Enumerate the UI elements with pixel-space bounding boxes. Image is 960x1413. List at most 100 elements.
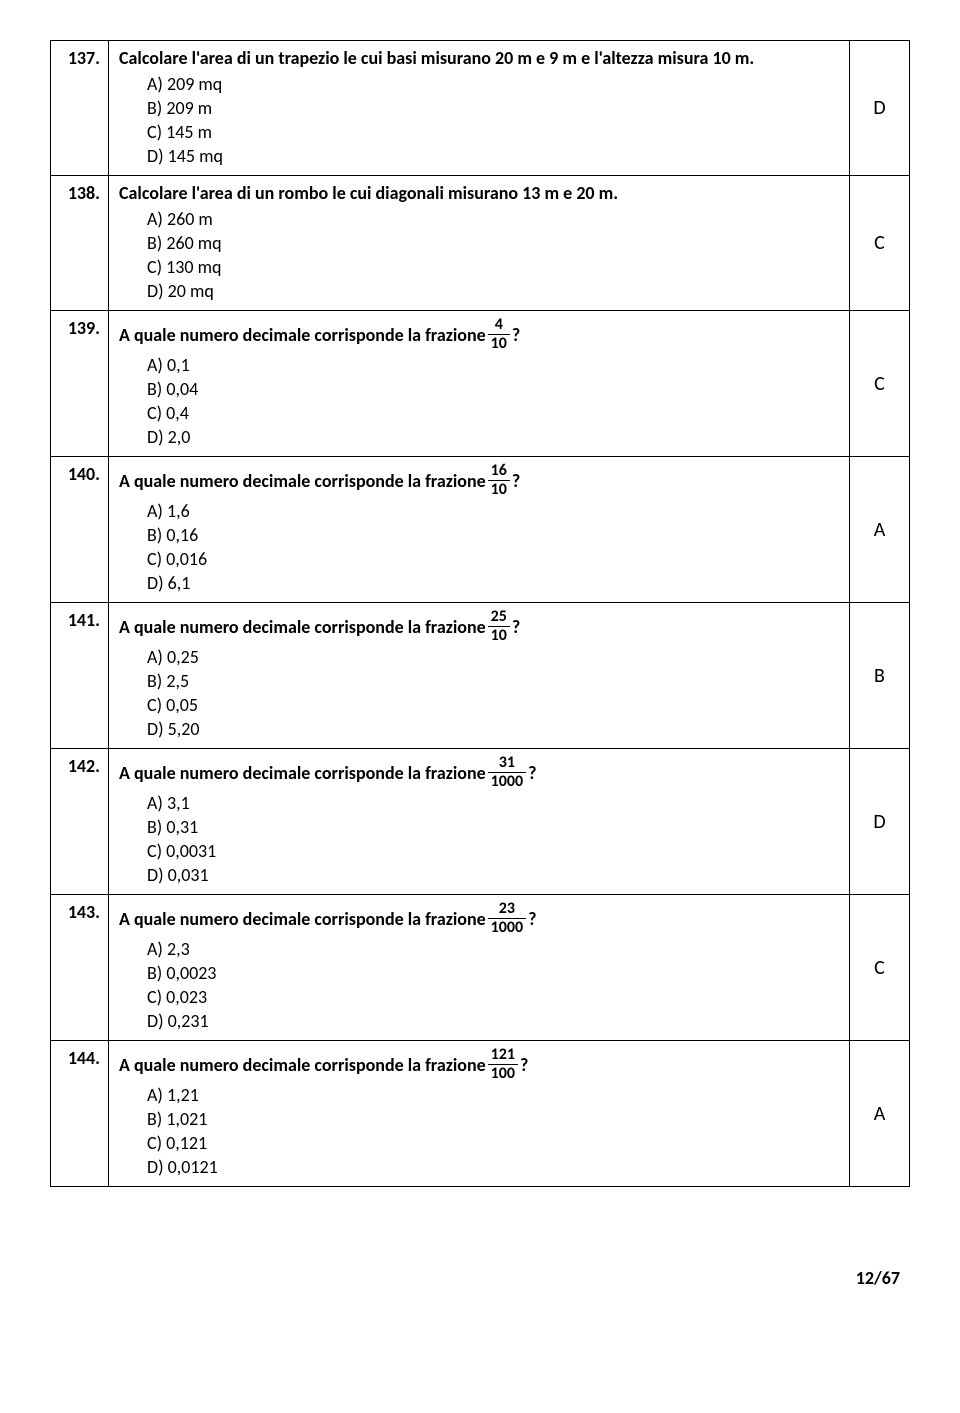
answer: C — [850, 895, 910, 1041]
options-list: A) 1,6B) 0,16C) 0,016D) 6,1 — [119, 500, 839, 594]
option-value: 145 m — [166, 121, 212, 143]
option-value: 209 m — [166, 97, 212, 119]
option: B) 0,16 — [147, 524, 839, 546]
answer: D — [850, 749, 910, 895]
question-content: Calcolare l'area di un rombo le cui diag… — [109, 176, 850, 311]
question-row: 140. A quale numero decimale corrisponde … — [51, 457, 910, 603]
answer: A — [850, 457, 910, 603]
option: C) 130 mq — [147, 256, 839, 278]
option-value: 6,1 — [168, 572, 191, 594]
fraction: 1610 — [488, 463, 510, 498]
option-value: 0,0121 — [168, 1156, 218, 1178]
option-value: 3,1 — [167, 792, 190, 814]
fraction-numerator: 31 — [488, 755, 526, 773]
option-label: B) — [147, 670, 162, 692]
option: B) 260 mq — [147, 232, 839, 254]
option: B) 0,31 — [147, 816, 839, 838]
question-row: 139. A quale numero decimale corrisponde … — [51, 311, 910, 457]
fraction: 231000 — [488, 901, 526, 936]
question-number: 139. — [51, 311, 109, 457]
option: D) 6,1 — [147, 572, 839, 594]
option-value: 0,31 — [166, 816, 198, 838]
option-label: C) — [147, 256, 162, 278]
question-number: 141. — [51, 603, 109, 749]
question-number: 138. — [51, 176, 109, 311]
option-value: 0,04 — [166, 378, 198, 400]
option: A) 260 m — [147, 208, 839, 230]
question-text: A quale numero decimale corrisponde la f… — [119, 609, 839, 644]
option: C) 145 m — [147, 121, 839, 143]
question-content: A quale numero decimale corrisponde la f… — [109, 311, 850, 457]
question-content: A quale numero decimale corrisponde la f… — [109, 895, 850, 1041]
option-label: B) — [147, 378, 162, 400]
option: C) 0,4 — [147, 402, 839, 424]
question-text-after: ? — [512, 470, 520, 492]
option: D) 5,20 — [147, 718, 839, 740]
question-text-after: ? — [528, 762, 536, 784]
option-label: C) — [147, 986, 162, 1008]
fraction: 311000 — [488, 755, 526, 790]
option: D) 0,031 — [147, 864, 839, 886]
option-label: A) — [147, 354, 163, 376]
option: C) 0,023 — [147, 986, 839, 1008]
option-value: 5,20 — [168, 718, 200, 740]
fraction-numerator: 16 — [488, 463, 510, 481]
options-list: A) 3,1B) 0,31C) 0,0031D) 0,031 — [119, 792, 839, 886]
option-label: D) — [147, 1010, 164, 1032]
option: D) 20 mq — [147, 280, 839, 302]
option-value: 209 mq — [167, 73, 222, 95]
question-text-after: ? — [528, 908, 536, 930]
option-label: D) — [147, 426, 164, 448]
option-label: A) — [147, 73, 163, 95]
question-row: 141. A quale numero decimale corrisponde … — [51, 603, 910, 749]
option-value: 0,25 — [167, 646, 199, 668]
page-number: 12/67 — [50, 1267, 910, 1289]
fraction-numerator: 25 — [488, 609, 510, 627]
option-label: B) — [147, 816, 162, 838]
option: C) 0,05 — [147, 694, 839, 716]
fraction-denominator: 1000 — [488, 919, 526, 936]
option-value: 0,0023 — [166, 962, 216, 984]
option-label: C) — [147, 121, 162, 143]
option-value: 0,016 — [166, 548, 207, 570]
question-number: 137. — [51, 41, 109, 176]
question-content: A quale numero decimale corrisponde la f… — [109, 457, 850, 603]
question-text: A quale numero decimale corrisponde la f… — [119, 317, 839, 352]
option-label: A) — [147, 938, 163, 960]
option: C) 0,016 — [147, 548, 839, 570]
option: D) 0,0121 — [147, 1156, 839, 1178]
option-value: 1,6 — [167, 500, 190, 522]
options-list: A) 2,3B) 0,0023C) 0,023D) 0,231 — [119, 938, 839, 1032]
option-value: 145 mq — [168, 145, 223, 167]
question-text-before: A quale numero decimale corrisponde la f… — [119, 762, 486, 784]
option-label: D) — [147, 572, 164, 594]
question-text-after: ? — [520, 1054, 528, 1076]
option-value: 0,121 — [166, 1132, 207, 1154]
answer: D — [850, 41, 910, 176]
option-value: 0,1 — [167, 354, 190, 376]
option-label: D) — [147, 864, 164, 886]
option-label: C) — [147, 402, 162, 424]
question-text: Calcolare l'area di un rombo le cui diag… — [119, 182, 839, 204]
option-value: 1,21 — [167, 1084, 199, 1106]
question-text: A quale numero decimale corrisponde la f… — [119, 463, 839, 498]
option-label: C) — [147, 694, 162, 716]
option: B) 1,021 — [147, 1108, 839, 1130]
question-row: 143.A quale numero decimale corrisponde … — [51, 895, 910, 1041]
fraction: 410 — [488, 317, 510, 352]
fraction-numerator: 121 — [488, 1047, 518, 1065]
option: D) 0,231 — [147, 1010, 839, 1032]
answer: A — [850, 1041, 910, 1187]
option-value: 0,231 — [168, 1010, 209, 1032]
option-label: B) — [147, 962, 162, 984]
fraction-numerator: 4 — [488, 317, 510, 335]
question-content: A quale numero decimale corrisponde la f… — [109, 1041, 850, 1187]
question-text-after: ? — [512, 616, 520, 638]
question-row: 138. Calcolare l'area di un rombo le cui … — [51, 176, 910, 311]
option-value: 0,05 — [166, 694, 198, 716]
option-value: 20 mq — [168, 280, 214, 302]
question-number: 140. — [51, 457, 109, 603]
fraction-denominator: 10 — [488, 627, 510, 644]
question-number: 143. — [51, 895, 109, 1041]
option-value: 0,031 — [168, 864, 209, 886]
